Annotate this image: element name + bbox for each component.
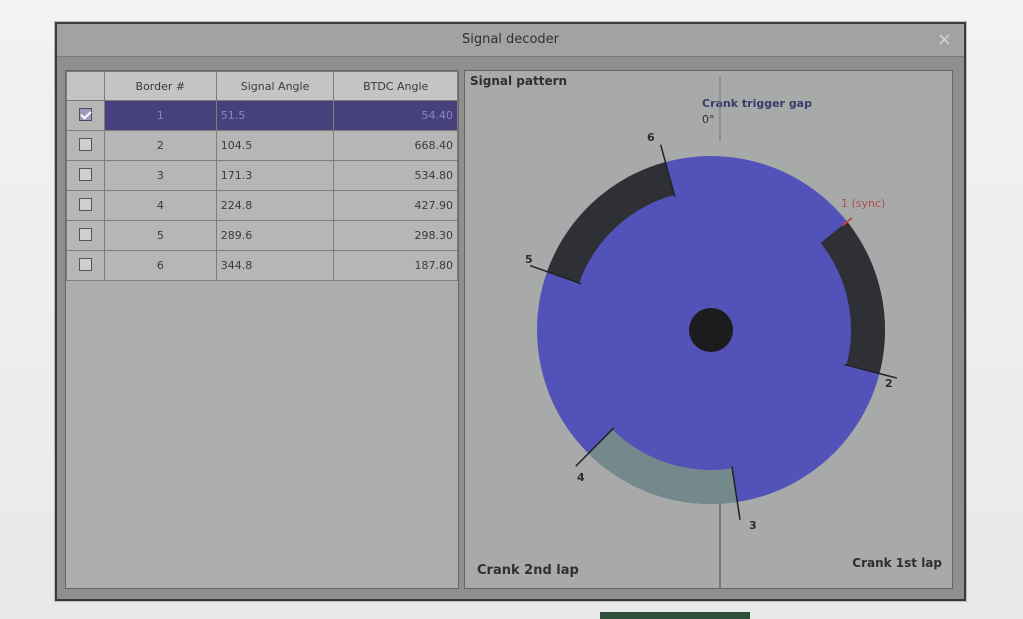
crank-2nd-lap-label: Crank 2nd lap	[477, 563, 579, 578]
table-row[interactable]: 3 171.3 534.80	[66, 160, 458, 191]
btdc-angle-cell: 54.40	[333, 100, 458, 131]
border-tick-5	[529, 264, 582, 285]
borders-table-pane: Border # Signal Angle BTDC Angle 1 51.5 54…	[65, 70, 459, 589]
row-checkbox-cell[interactable]	[66, 190, 105, 221]
btdc-angle-cell: 187.80	[333, 250, 458, 281]
border-number-cell: 5	[103, 220, 217, 251]
row-checkbox-cell[interactable]	[66, 100, 105, 131]
border-number-cell: 6	[103, 250, 217, 281]
signal-angle-cell: 224.8	[215, 190, 335, 221]
btdc-angle-cell: 298.30	[333, 220, 458, 251]
crank-1st-lap-label: Crank 1st lap	[852, 556, 942, 570]
signal-pattern-pane: Signal pattern Crank trigger gap 0° 1 (s…	[464, 70, 953, 589]
sync-marker	[841, 217, 853, 227]
row-checkbox-cell[interactable]	[66, 130, 105, 161]
signal-angle-cell: 104.5	[215, 130, 335, 161]
border-label-2: 2	[885, 377, 893, 390]
book-edge	[600, 612, 750, 619]
signal-angle-cell: 51.5	[215, 100, 335, 131]
border-tick-2	[844, 363, 898, 379]
borders-table: Border # Signal Angle BTDC Angle 1 51.5 54…	[66, 71, 458, 281]
btdc-angle-cell: 534.80	[333, 160, 458, 191]
crank-trigger-gap-label: Crank trigger gap	[702, 97, 812, 110]
row-checkbox[interactable]	[78, 137, 92, 151]
table-row[interactable]: 6 344.8 187.80	[66, 250, 458, 281]
close-icon[interactable]: ×	[936, 29, 952, 50]
tooth-segment-3-4	[588, 429, 738, 504]
column-header-signal-angle[interactable]: Signal Angle	[215, 71, 335, 101]
signal-angle-cell: 289.6	[215, 220, 335, 251]
border-number-cell: 3	[103, 160, 217, 191]
window-title: Signal decoder	[461, 32, 559, 47]
border-number-cell: 1	[103, 100, 217, 131]
border-label-1: 1 (sync)	[841, 197, 886, 210]
row-checkbox-cell[interactable]	[66, 160, 105, 191]
trigger-wheel-diagram	[529, 77, 898, 588]
column-header-btdc-angle[interactable]: BTDC Angle	[333, 71, 458, 101]
btdc-angle-cell: 668.40	[333, 130, 458, 161]
table-header-row: Border # Signal Angle BTDC Angle	[66, 71, 458, 101]
wheel-hub	[689, 308, 733, 352]
border-label-5: 5	[525, 253, 533, 266]
border-tick-3	[731, 466, 741, 520]
tooth-segment-5-6	[547, 162, 675, 284]
signal-decoder-window: Signal decoder × Border # Signal Angle B…	[55, 22, 966, 601]
border-tick-6	[659, 144, 676, 198]
row-checkbox-cell[interactable]	[66, 250, 105, 281]
row-checkbox[interactable]	[78, 107, 92, 121]
signal-angle-cell: 171.3	[215, 160, 335, 191]
tooth-segment-1-2	[820, 221, 885, 374]
crank-trigger-gap-value: 0°	[702, 113, 715, 126]
row-checkbox[interactable]	[78, 257, 92, 271]
border-label-4: 4	[577, 471, 585, 484]
border-label-6: 6	[647, 131, 655, 144]
border-number-cell: 2	[103, 130, 217, 161]
signal-pattern-title: Signal pattern	[470, 74, 568, 88]
row-checkbox[interactable]	[78, 167, 92, 181]
table-row[interactable]: 4 224.8 427.90	[66, 190, 458, 221]
border-label-3: 3	[749, 519, 757, 532]
btdc-angle-cell: 427.90	[333, 190, 458, 221]
row-checkbox[interactable]	[78, 227, 92, 241]
row-checkbox-cell[interactable]	[66, 220, 105, 251]
border-tick-4	[575, 427, 615, 467]
row-checkbox[interactable]	[78, 197, 92, 211]
border-number-cell: 4	[103, 190, 217, 221]
title-bar: Signal decoder ×	[57, 24, 964, 57]
select-column-header	[66, 71, 105, 101]
table-row[interactable]: 2 104.5 668.40	[66, 130, 458, 161]
signal-angle-cell: 344.8	[215, 250, 335, 281]
column-header-border[interactable]: Border #	[103, 71, 217, 101]
table-row[interactable]: 5 289.6 298.30	[66, 220, 458, 251]
table-row[interactable]: 1 51.5 54.40	[66, 100, 458, 131]
